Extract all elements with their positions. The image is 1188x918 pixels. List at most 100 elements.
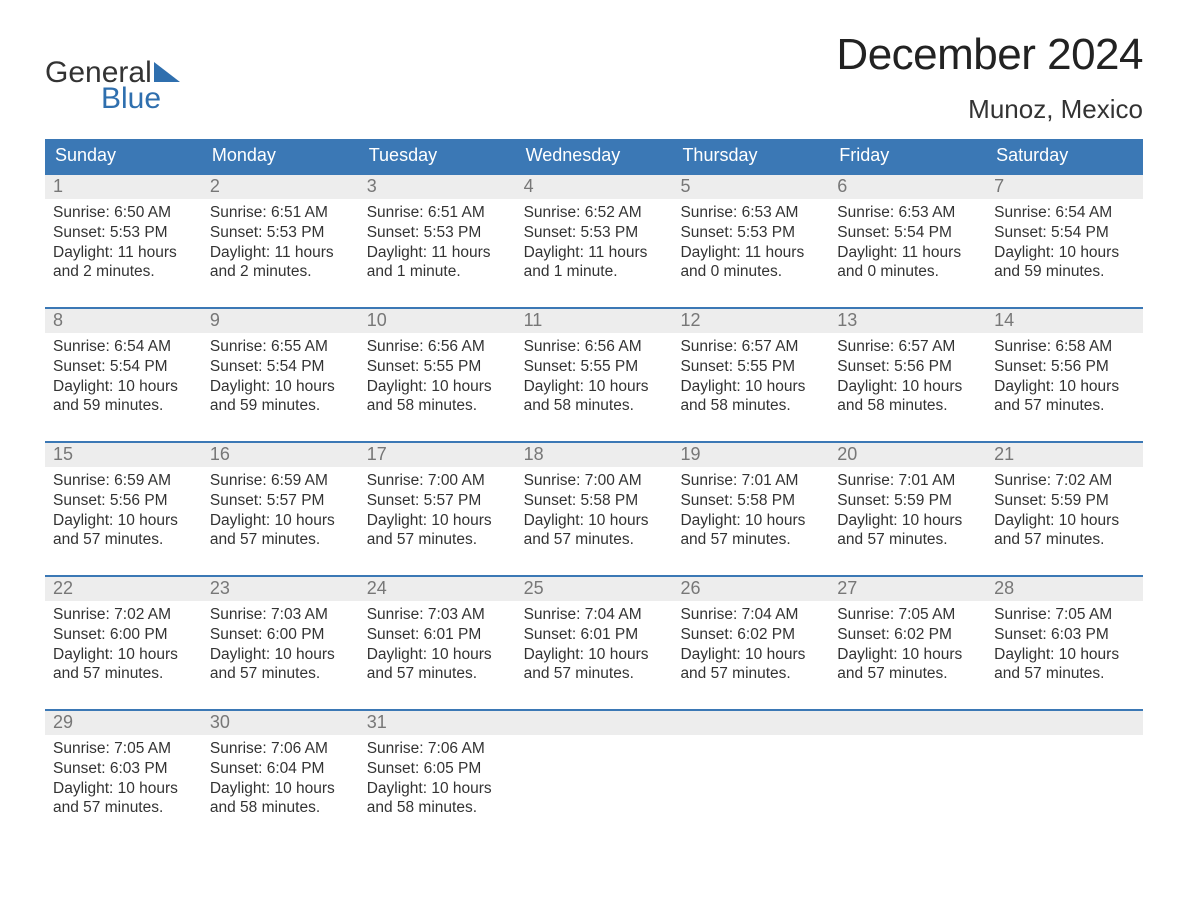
- day-sunrise-line: Sunrise: 6:55 AM: [210, 337, 351, 357]
- day-cell: 4Sunrise: 6:52 AMSunset: 5:53 PMDaylight…: [516, 175, 673, 293]
- day-day2-line: and 1 minute.: [524, 262, 665, 282]
- week-row: 1Sunrise: 6:50 AMSunset: 5:53 PMDaylight…: [45, 173, 1143, 293]
- day-body: Sunrise: 6:51 AMSunset: 5:53 PMDaylight:…: [359, 199, 516, 288]
- day-body: Sunrise: 7:02 AMSunset: 5:59 PMDaylight:…: [986, 467, 1143, 556]
- day-sunrise-line: Sunrise: 7:06 AM: [367, 739, 508, 759]
- day-day2-line: and 57 minutes.: [680, 664, 821, 684]
- day-sunset-line: Sunset: 5:59 PM: [837, 491, 978, 511]
- day-body: Sunrise: 7:05 AMSunset: 6:03 PMDaylight:…: [45, 735, 202, 824]
- day-cell: 8Sunrise: 6:54 AMSunset: 5:54 PMDaylight…: [45, 309, 202, 427]
- day-cell: 10Sunrise: 6:56 AMSunset: 5:55 PMDayligh…: [359, 309, 516, 427]
- day-sunrise-line: Sunrise: 7:00 AM: [524, 471, 665, 491]
- day-day2-line: and 57 minutes.: [994, 664, 1135, 684]
- day-day1-line: Daylight: 11 hours: [524, 243, 665, 263]
- day-sunrise-line: Sunrise: 6:58 AM: [994, 337, 1135, 357]
- day-body: Sunrise: 6:57 AMSunset: 5:56 PMDaylight:…: [829, 333, 986, 422]
- day-number: 28: [986, 577, 1143, 601]
- day-body: Sunrise: 7:03 AMSunset: 6:01 PMDaylight:…: [359, 601, 516, 690]
- day-day2-line: and 57 minutes.: [524, 530, 665, 550]
- day-day1-line: Daylight: 10 hours: [210, 779, 351, 799]
- day-cell: 21Sunrise: 7:02 AMSunset: 5:59 PMDayligh…: [986, 443, 1143, 561]
- day-day1-line: Daylight: 11 hours: [210, 243, 351, 263]
- day-sunset-line: Sunset: 5:58 PM: [680, 491, 821, 511]
- day-number: 2: [202, 175, 359, 199]
- day-cell: [672, 711, 829, 829]
- day-body: Sunrise: 6:56 AMSunset: 5:55 PMDaylight:…: [516, 333, 673, 422]
- day-day2-line: and 57 minutes.: [53, 798, 194, 818]
- day-sunrise-line: Sunrise: 7:05 AM: [53, 739, 194, 759]
- weekday-header: Friday: [829, 139, 986, 173]
- day-number: 5: [672, 175, 829, 199]
- day-day2-line: and 57 minutes.: [837, 664, 978, 684]
- day-number: 11: [516, 309, 673, 333]
- day-sunrise-line: Sunrise: 6:57 AM: [837, 337, 978, 357]
- day-sunset-line: Sunset: 6:01 PM: [524, 625, 665, 645]
- day-body: Sunrise: 7:00 AMSunset: 5:57 PMDaylight:…: [359, 467, 516, 556]
- day-cell: 29Sunrise: 7:05 AMSunset: 6:03 PMDayligh…: [45, 711, 202, 829]
- day-number: [672, 711, 829, 735]
- title-block: December 2024 Munoz, Mexico: [836, 30, 1143, 125]
- day-number: 19: [672, 443, 829, 467]
- day-sunset-line: Sunset: 5:56 PM: [837, 357, 978, 377]
- day-sunrise-line: Sunrise: 6:57 AM: [680, 337, 821, 357]
- day-body: Sunrise: 7:05 AMSunset: 6:03 PMDaylight:…: [986, 601, 1143, 690]
- day-day2-line: and 57 minutes.: [210, 664, 351, 684]
- day-number: 16: [202, 443, 359, 467]
- day-body: Sunrise: 6:58 AMSunset: 5:56 PMDaylight:…: [986, 333, 1143, 422]
- day-cell: 18Sunrise: 7:00 AMSunset: 5:58 PMDayligh…: [516, 443, 673, 561]
- page-title: December 2024: [836, 30, 1143, 80]
- day-day1-line: Daylight: 10 hours: [53, 377, 194, 397]
- day-day1-line: Daylight: 10 hours: [367, 779, 508, 799]
- day-sunrise-line: Sunrise: 7:02 AM: [53, 605, 194, 625]
- day-number: 25: [516, 577, 673, 601]
- day-sunrise-line: Sunrise: 7:04 AM: [680, 605, 821, 625]
- day-day1-line: Daylight: 10 hours: [837, 645, 978, 665]
- day-sunset-line: Sunset: 6:03 PM: [994, 625, 1135, 645]
- day-sunrise-line: Sunrise: 7:03 AM: [210, 605, 351, 625]
- day-day2-line: and 58 minutes.: [367, 798, 508, 818]
- day-day1-line: Daylight: 10 hours: [367, 645, 508, 665]
- day-day2-line: and 57 minutes.: [680, 530, 821, 550]
- day-body: Sunrise: 7:02 AMSunset: 6:00 PMDaylight:…: [45, 601, 202, 690]
- day-number: 8: [45, 309, 202, 333]
- day-day1-line: Daylight: 10 hours: [53, 645, 194, 665]
- day-sunset-line: Sunset: 6:00 PM: [53, 625, 194, 645]
- week-row: 8Sunrise: 6:54 AMSunset: 5:54 PMDaylight…: [45, 307, 1143, 427]
- day-sunrise-line: Sunrise: 6:53 AM: [680, 203, 821, 223]
- day-day1-line: Daylight: 10 hours: [524, 511, 665, 531]
- day-number: 14: [986, 309, 1143, 333]
- day-cell: 9Sunrise: 6:55 AMSunset: 5:54 PMDaylight…: [202, 309, 359, 427]
- day-day1-line: Daylight: 10 hours: [53, 779, 194, 799]
- day-sunrise-line: Sunrise: 7:02 AM: [994, 471, 1135, 491]
- day-day2-line: and 59 minutes.: [210, 396, 351, 416]
- day-day2-line: and 58 minutes.: [837, 396, 978, 416]
- day-day2-line: and 59 minutes.: [53, 396, 194, 416]
- day-day1-line: Daylight: 10 hours: [994, 645, 1135, 665]
- day-sunset-line: Sunset: 5:56 PM: [53, 491, 194, 511]
- day-number: 22: [45, 577, 202, 601]
- day-number: 3: [359, 175, 516, 199]
- day-number: [516, 711, 673, 735]
- day-cell: 1Sunrise: 6:50 AMSunset: 5:53 PMDaylight…: [45, 175, 202, 293]
- day-cell: 7Sunrise: 6:54 AMSunset: 5:54 PMDaylight…: [986, 175, 1143, 293]
- day-cell: 5Sunrise: 6:53 AMSunset: 5:53 PMDaylight…: [672, 175, 829, 293]
- day-body: Sunrise: 7:00 AMSunset: 5:58 PMDaylight:…: [516, 467, 673, 556]
- day-number: 21: [986, 443, 1143, 467]
- day-day1-line: Daylight: 10 hours: [994, 243, 1135, 263]
- day-number: 20: [829, 443, 986, 467]
- location-label: Munoz, Mexico: [836, 94, 1143, 125]
- day-day2-line: and 57 minutes.: [53, 664, 194, 684]
- day-number: 23: [202, 577, 359, 601]
- day-cell: 22Sunrise: 7:02 AMSunset: 6:00 PMDayligh…: [45, 577, 202, 695]
- day-cell: 16Sunrise: 6:59 AMSunset: 5:57 PMDayligh…: [202, 443, 359, 561]
- day-sunset-line: Sunset: 5:54 PM: [837, 223, 978, 243]
- day-cell: 6Sunrise: 6:53 AMSunset: 5:54 PMDaylight…: [829, 175, 986, 293]
- day-body: Sunrise: 6:54 AMSunset: 5:54 PMDaylight:…: [45, 333, 202, 422]
- day-day1-line: Daylight: 10 hours: [524, 645, 665, 665]
- day-number: 4: [516, 175, 673, 199]
- day-number: 29: [45, 711, 202, 735]
- day-day2-line: and 58 minutes.: [210, 798, 351, 818]
- day-body: Sunrise: 6:57 AMSunset: 5:55 PMDaylight:…: [672, 333, 829, 422]
- day-cell: 11Sunrise: 6:56 AMSunset: 5:55 PMDayligh…: [516, 309, 673, 427]
- day-number: [829, 711, 986, 735]
